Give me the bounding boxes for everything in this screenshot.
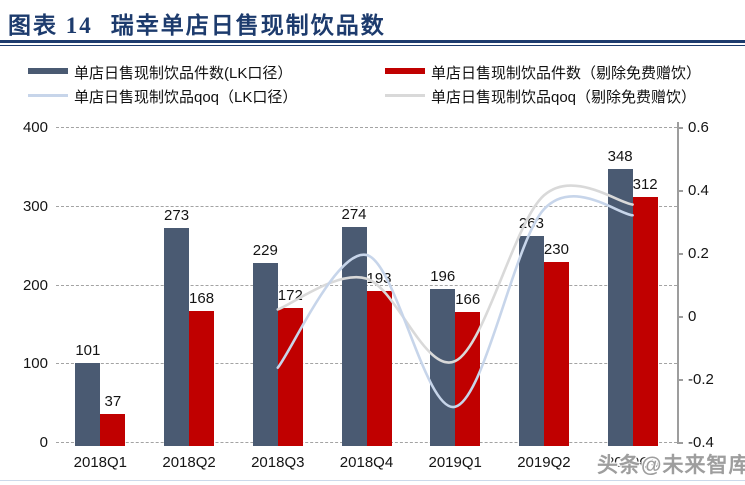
title-rule-thick xyxy=(0,40,745,43)
bar-lk xyxy=(430,288,456,446)
legend-swatch-bar-lk xyxy=(28,68,68,74)
bar-value-label: 101 xyxy=(75,342,101,360)
legend-label-bar-lk: 单店日售现制饮品件数(LK口径） xyxy=(74,65,293,82)
left-axis-tick-label: 400 xyxy=(22,119,48,136)
right-axis-tick xyxy=(677,316,683,318)
bar-exfree xyxy=(455,312,481,446)
bar-exfree xyxy=(366,291,392,446)
bar-value-label: 37 xyxy=(104,392,122,410)
x-axis-label: 2019Q1 xyxy=(428,454,482,471)
left-axis-tick-label: 200 xyxy=(22,276,48,294)
bar-lk xyxy=(252,262,278,446)
title-rule-thin xyxy=(0,45,745,46)
legend-swatch-line-lk xyxy=(28,94,68,97)
bar-value-label: 193 xyxy=(366,270,392,287)
bar-value-label: 229 xyxy=(252,241,278,259)
bar-exfree xyxy=(277,307,303,446)
x-axis-label: 2018Q4 xyxy=(339,454,394,471)
bottom-edge-line xyxy=(0,480,745,481)
bar-lk xyxy=(607,168,633,446)
right-axis-tick-label: 0.2 xyxy=(688,245,709,262)
bar-value-label: 274 xyxy=(341,206,367,224)
right-axis-tick-label: 0.4 xyxy=(688,182,709,199)
bar-value-label: 196 xyxy=(430,267,456,285)
bar-exfree xyxy=(632,197,658,446)
figure-title: 图表 14 瑞幸单店日售现制饮品数 xyxy=(8,6,386,40)
right-axis-tick xyxy=(677,253,683,255)
right-axis-tick-label: 0 xyxy=(688,308,697,325)
right-axis-line xyxy=(677,122,679,443)
bar-exfree xyxy=(543,261,569,446)
watermark: 头条@未来智库 xyxy=(597,454,745,477)
bar-exfree xyxy=(189,310,215,446)
bar-value-label: 166 xyxy=(455,291,481,309)
legend-swatch-bar-exfree xyxy=(385,68,425,74)
figure-number: 图表 14 xyxy=(8,13,93,38)
x-axis-label: 2019Q2 xyxy=(517,454,571,471)
bar-value-label: 172 xyxy=(277,286,303,304)
legend-swatch-line-exfree xyxy=(385,94,425,97)
right-axis-tick xyxy=(677,379,683,381)
right-axis-tick xyxy=(677,127,683,129)
bar-exfree xyxy=(100,413,126,446)
bar-lk xyxy=(341,227,367,446)
right-axis-tick-label: -0.4 xyxy=(688,434,714,451)
right-axis-tick-label: -0.2 xyxy=(688,371,714,388)
bar-value-label: 168 xyxy=(189,289,215,307)
bar-value-label: 312 xyxy=(632,176,658,194)
right-axis-tick xyxy=(677,442,683,444)
legend-label-bar-exfree: 单店日售现制饮品件数（剔除免费赠饮） xyxy=(431,65,702,82)
bar-lk xyxy=(164,228,190,446)
x-axis-label: 2018Q2 xyxy=(162,454,216,471)
bar-value-label: 230 xyxy=(543,240,569,258)
bar-value-label: 263 xyxy=(518,214,544,232)
bar-value-label: 348 xyxy=(607,147,633,165)
right-axis-tick-label: 0.6 xyxy=(688,119,709,136)
bar-lk xyxy=(518,235,544,446)
bar-value-label: 273 xyxy=(164,207,190,224)
figure-title-text: 瑞幸单店日售现制饮品数 xyxy=(110,13,386,38)
x-axis-label: 2018Q1 xyxy=(73,454,128,471)
x-axis-label: 2019Q3 xyxy=(605,454,660,471)
right-axis-tick xyxy=(677,190,683,192)
legend-label-line-lk: 单店日售现制饮品qoq（LK口径） xyxy=(74,89,298,106)
left-axis-tick-label: 0 xyxy=(39,434,48,451)
left-axis-tick-label: 300 xyxy=(22,197,48,215)
left-axis-tick-label: 100 xyxy=(22,355,48,373)
legend-label-line-exfree: 单店日售现制饮品qoq（剔除免费赠饮） xyxy=(431,89,697,106)
x-axis-label: 2018Q3 xyxy=(251,454,305,471)
bar-lk xyxy=(75,363,101,446)
gridline xyxy=(56,127,677,128)
